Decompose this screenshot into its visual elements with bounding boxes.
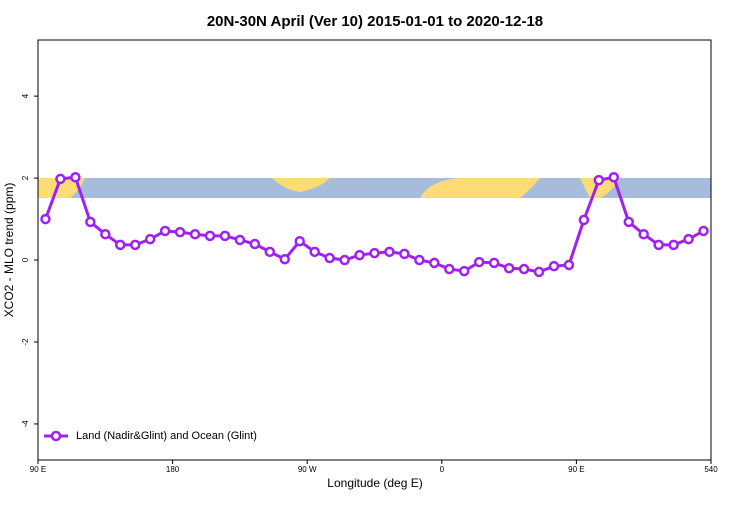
data-point [533,266,545,278]
data-point [668,239,679,251]
data-point [399,248,410,260]
data-point [309,246,320,258]
x-tick-label: 90 E [568,465,584,474]
data-point [653,239,664,251]
data-point [249,238,261,250]
data-point [563,259,575,271]
data-point [683,233,694,245]
legend-marker [50,430,62,442]
y-tick-label: 2 [21,175,30,180]
data-point [429,257,440,269]
data-point [578,214,590,226]
x-tick-label: 90 W [298,465,317,474]
data-point [414,254,425,266]
data-point [100,228,111,240]
y-tick-label: 0 [21,257,30,262]
data-point [264,246,276,258]
data-point [518,263,530,275]
y-tick-label: -2 [21,338,30,346]
data-point [608,172,620,183]
data-point [324,252,335,264]
data-point [698,225,709,237]
data-point [623,216,634,228]
data-point [339,254,350,266]
plot-frame [37,39,712,461]
data-point [369,247,380,259]
data-point [129,239,141,251]
data-point [204,230,216,242]
data-point [384,246,395,258]
data-point [503,262,515,274]
data-point [85,216,96,228]
data-point [55,173,66,185]
data-point [458,265,470,277]
y-tick-label: 4 [21,93,30,98]
data-point [473,256,485,268]
x-tick-label: 0 [440,465,445,474]
x-tick-label: 90 E [30,465,46,474]
data-point [593,174,605,186]
y-tick-label: -4 [21,420,30,428]
data-point [40,213,51,225]
data-point [488,257,500,269]
data-point [189,228,201,240]
data-point [294,235,305,247]
map-band [38,178,711,198]
legend-label: Land (Nadir&Glint) and Ocean (Glint) [76,430,257,442]
x-tick-label: 180 [166,465,180,474]
data-point [144,233,156,245]
data-point [219,230,231,242]
chart-title: 20N-30N April (Ver 10) 2015-01-01 to 202… [207,13,543,30]
y-axis-label: XCO2 - MLO trend (ppm) [2,183,16,318]
data-point [234,234,246,246]
data-point [638,228,649,240]
data-point [354,249,365,261]
x-tick-label: 540 [704,465,718,474]
x-axis-label: Longitude (deg E) [327,476,422,490]
data-point [70,172,81,183]
data-point [159,225,171,237]
data-point [115,239,126,251]
data-point [444,263,455,275]
data-point [548,260,560,272]
data-point [174,226,186,238]
data-point [279,253,291,265]
